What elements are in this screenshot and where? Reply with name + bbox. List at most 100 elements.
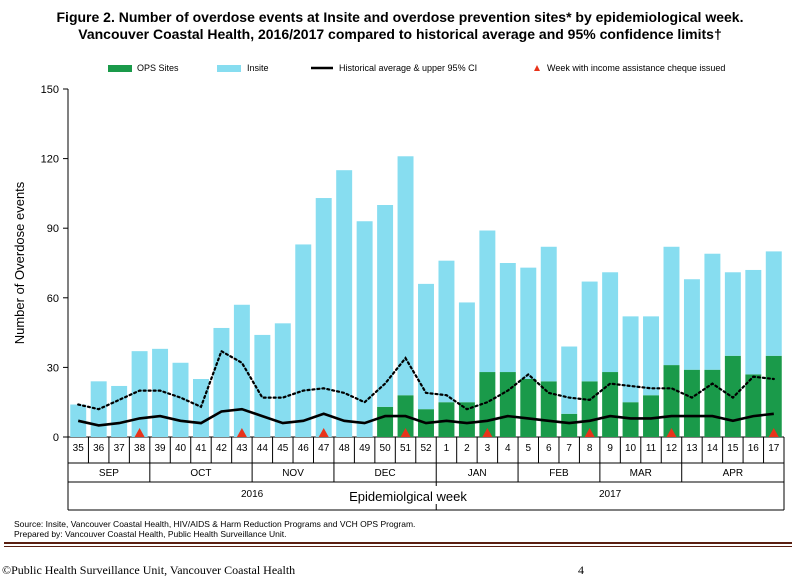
x-tick-label-week-48: 48	[339, 443, 351, 454]
y-axis-label: Number of Overdose events	[12, 181, 27, 344]
x-tick-label-week-44: 44	[257, 443, 269, 454]
bar-ops-week-6	[540, 381, 557, 437]
month-label-sep: SEP	[99, 468, 119, 479]
bar-insite-week-48	[336, 170, 353, 437]
x-tick-label-week-43: 43	[236, 443, 248, 454]
legend-ops-label: OPS Sites	[137, 63, 179, 73]
bar-insite-week-44	[254, 334, 271, 437]
x-tick-label-week-52: 52	[420, 443, 432, 454]
legend-ops-swatch	[108, 65, 132, 72]
bar-insite-week-3	[479, 230, 496, 373]
prepared-by-note: Prepared by: Vancouver Coastal Health, P…	[14, 529, 287, 539]
x-tick-label-week-3: 3	[485, 443, 491, 454]
bar-insite-week-38	[131, 351, 148, 437]
x-axis-label: Epidemiolgical week	[349, 489, 467, 504]
x-tick-label-week-10: 10	[625, 443, 637, 454]
x-tick-label-week-13: 13	[686, 443, 698, 454]
cheque-marker-week-12	[666, 428, 677, 437]
month-label-dec: DEC	[375, 468, 396, 479]
bar-insite-week-11	[643, 316, 660, 396]
x-tick-label-week-5: 5	[526, 443, 532, 454]
bar-insite-week-14	[704, 253, 721, 370]
x-tick-label-week-37: 37	[114, 443, 126, 454]
bar-insite-week-4	[499, 263, 516, 373]
year-label-2017: 2017	[599, 489, 622, 500]
x-tick-label-week-47: 47	[318, 443, 330, 454]
legend-cheque-label: Week with income assistance cheque issue…	[547, 63, 725, 73]
bar-insite-week-46	[295, 244, 312, 437]
x-tick-label-week-36: 36	[93, 443, 105, 454]
bar-insite-week-15	[724, 272, 741, 356]
x-tick-label-week-16: 16	[748, 443, 760, 454]
y-tick-label: 150	[41, 84, 59, 96]
x-tick-label-week-11: 11	[646, 443, 657, 454]
bar-ops-week-12	[663, 365, 680, 437]
bar-ops-week-7	[561, 413, 578, 437]
x-tick-label-week-8: 8	[587, 443, 593, 454]
bar-insite-week-50	[377, 205, 394, 407]
footer-divider	[4, 542, 792, 544]
x-tick-label-week-2: 2	[464, 443, 470, 454]
bar-ops-week-4	[499, 372, 516, 437]
x-tick-label-week-35: 35	[73, 443, 85, 454]
bar-insite-week-41	[192, 379, 209, 437]
x-tick-label-week-14: 14	[707, 443, 719, 454]
line-historical-average	[77, 407, 774, 427]
cheque-marker-week-3	[482, 428, 493, 437]
x-tick-label-week-46: 46	[298, 443, 310, 454]
legend-cheque-icon	[534, 65, 540, 71]
y-tick-label: 90	[47, 223, 59, 235]
bar-insite-week-51	[397, 156, 414, 396]
x-tick-label-week-50: 50	[380, 443, 392, 454]
x-tick-label-week-7: 7	[566, 443, 572, 454]
footer-divider-thin	[4, 546, 792, 547]
legend-insite-label: Insite	[247, 63, 269, 73]
chart: OPS Sites Insite Historical average & uppe…	[12, 63, 785, 511]
bar-ops-week-50	[377, 406, 394, 437]
x-tick-label-week-49: 49	[359, 443, 371, 454]
legend-historical-label: Historical average & upper 95% CI	[339, 63, 477, 73]
x-axis-label-background	[336, 486, 480, 504]
bar-insite-week-12	[663, 246, 680, 366]
bar-insite-week-8	[581, 281, 598, 382]
x-tick-label-week-42: 42	[216, 443, 228, 454]
bar-insite-week-45	[274, 323, 291, 437]
bar-insite-week-16	[745, 269, 762, 375]
bar-insite-week-2	[458, 302, 475, 403]
cheque-marker-week-43	[236, 428, 247, 437]
bar-ops-week-2	[458, 402, 475, 437]
bar-ops-week-16	[745, 374, 762, 437]
x-tick-label-week-12: 12	[666, 443, 678, 454]
cheque-marker-week-51	[400, 428, 411, 437]
footer-copyright: ©Public Health Surveillance Unit, Vancou…	[2, 563, 296, 577]
x-tick-label-week-45: 45	[277, 443, 289, 454]
x-tick-label-week-6: 6	[546, 443, 552, 454]
line-upper-95-ci	[77, 349, 775, 411]
bar-ops-week-14	[704, 369, 721, 437]
bar-ops-week-11	[643, 395, 660, 437]
bar-insite-week-5	[520, 267, 537, 379]
bar-insite-week-49	[356, 221, 373, 437]
x-tick-label-week-9: 9	[607, 443, 613, 454]
bar-ops-week-5	[520, 379, 537, 437]
chart-title-line-2: Vancouver Coastal Health, 2016/2017 comp…	[78, 26, 722, 42]
cheque-marker-week-47	[318, 428, 329, 437]
source-note: Source: Insite, Vancouver Coastal Health…	[14, 519, 416, 529]
month-label-nov: NOV	[282, 468, 304, 479]
bar-insite-week-37	[111, 385, 128, 437]
bar-insite-week-40	[172, 362, 189, 437]
bar-insite-week-13	[683, 279, 700, 370]
x-tick-label-week-51: 51	[400, 443, 412, 454]
x-tick-label-week-1: 1	[444, 443, 450, 454]
bar-insite-week-6	[540, 246, 557, 382]
bar-insite-week-9	[602, 272, 619, 373]
bar-ops-week-9	[602, 372, 619, 437]
y-tick-label: 30	[47, 362, 59, 374]
bar-insite-week-17	[765, 251, 782, 356]
month-label-feb: FEB	[549, 468, 569, 479]
bar-ops-week-17	[765, 355, 782, 437]
bar-insite-week-1	[438, 260, 455, 403]
bar-ops-week-13	[683, 369, 700, 437]
bar-ops-week-8	[581, 381, 598, 437]
